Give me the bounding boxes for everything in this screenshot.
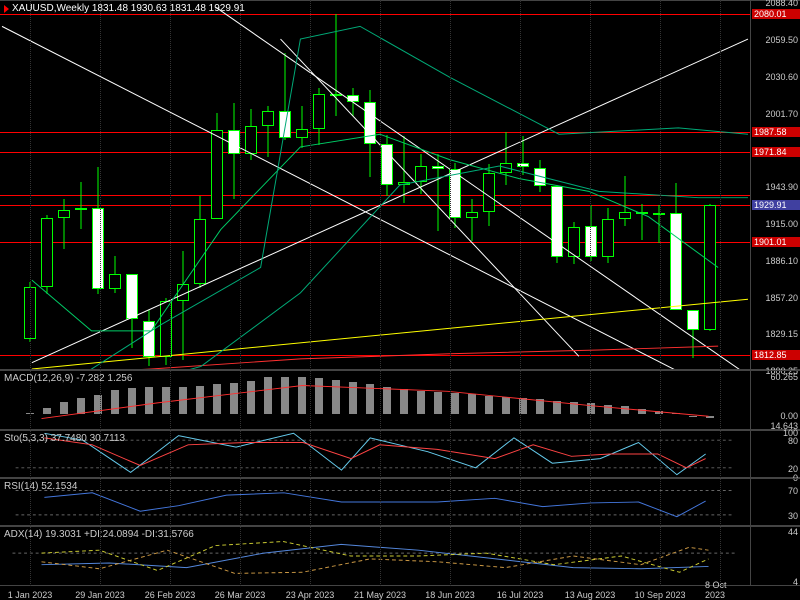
stoch-label: Sto(5,3,3) 37.7480 30.7113 xyxy=(4,433,125,444)
adx-label: ADX(14) 19.3031 +DI:24.0894 -DI:31.5766 xyxy=(4,529,194,540)
main-plot-area[interactable] xyxy=(0,1,750,369)
stochastic-panel[interactable]: Sto(5,3,3) 37.7480 30.7113 10080200 xyxy=(0,430,800,478)
ohlc-open: 1831.48 xyxy=(92,3,128,14)
rsi-panel[interactable]: RSI(14) 52.1534 7030 xyxy=(0,478,800,526)
chart-title: XAUUSD,Weekly 1831.48 1930.63 1831.48 19… xyxy=(4,3,245,14)
macd-panel[interactable]: MACD(12,26,9) -7.282 1.256 60.2650.0014.… xyxy=(0,370,800,430)
price-y-axis: 1800.251829.151857.201886.101915.001943.… xyxy=(750,1,800,369)
ohlc-high: 1930.63 xyxy=(131,3,167,14)
timeframe: Weekly xyxy=(56,3,89,14)
adx-y-axis: 444 xyxy=(750,527,800,585)
rsi-y-axis: 7030 xyxy=(750,479,800,525)
symbol: XAUUSD xyxy=(12,3,54,14)
ohlc-close: 1929.91 xyxy=(209,3,245,14)
title-marker xyxy=(4,5,9,13)
time-x-axis: 1 Jan 202329 Jan 202326 Feb 202326 Mar 2… xyxy=(0,586,750,600)
stoch-y-axis: 10080200 xyxy=(750,431,800,477)
rsi-label: RSI(14) 52.1534 xyxy=(4,481,77,492)
ohlc-low: 1831.48 xyxy=(170,3,206,14)
price-panel[interactable]: XAUUSD,Weekly 1831.48 1930.63 1831.48 19… xyxy=(0,0,800,370)
macd-label: MACD(12,26,9) -7.282 1.256 xyxy=(4,373,132,384)
trading-chart: XAUUSD,Weekly 1831.48 1930.63 1831.48 19… xyxy=(0,0,800,600)
adx-panel[interactable]: ADX(14) 19.3031 +DI:24.0894 -DI:31.5766 … xyxy=(0,526,800,586)
macd-y-axis: 60.2650.0014.643 xyxy=(750,371,800,429)
rsi-overlay xyxy=(0,479,750,525)
